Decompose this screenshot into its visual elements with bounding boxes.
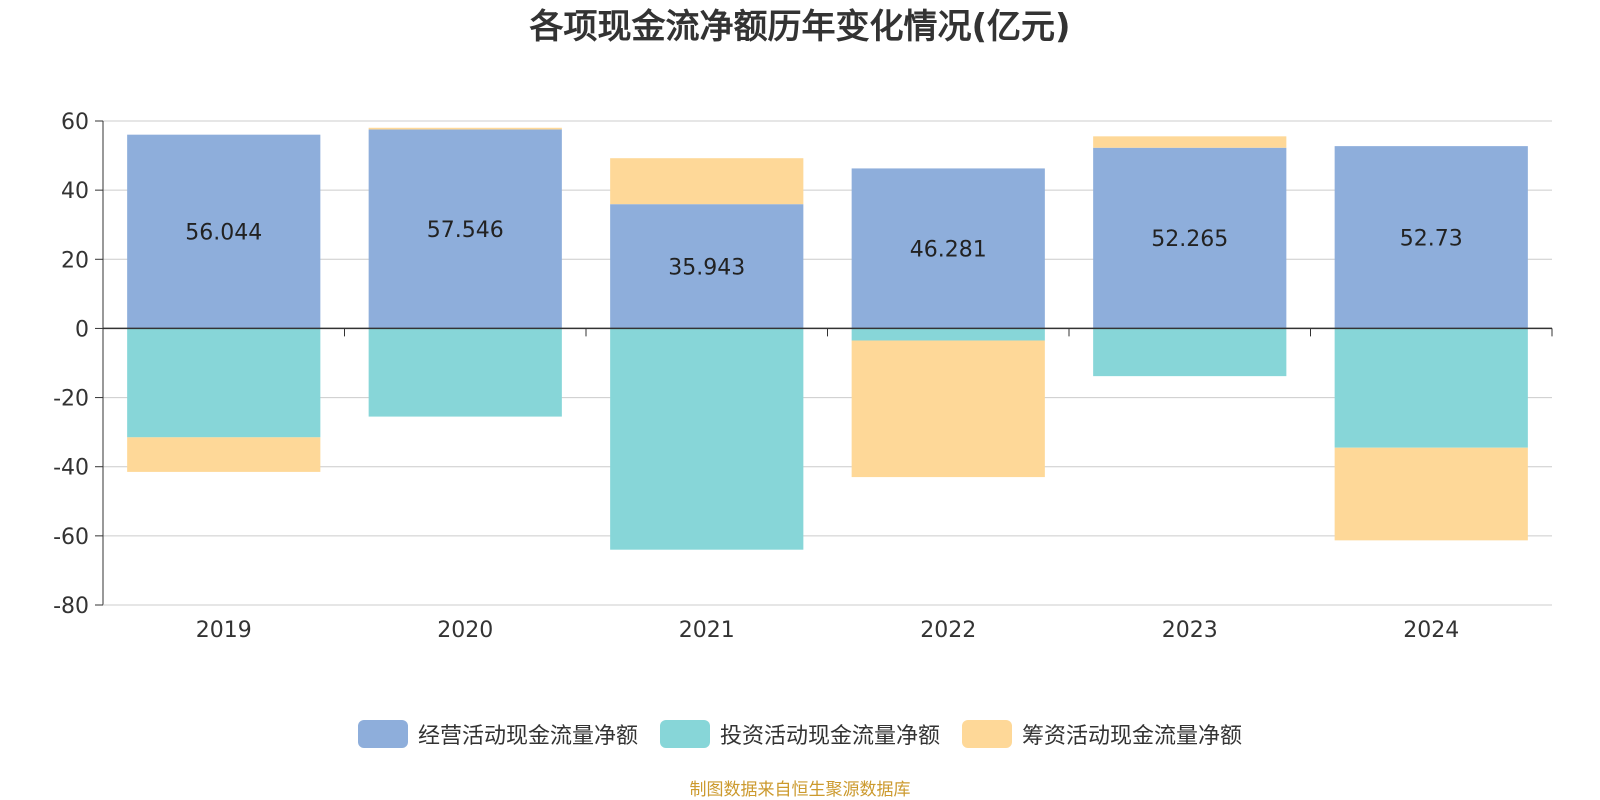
data-label: 46.281 — [910, 237, 987, 262]
bar-segment — [610, 328, 804, 550]
bar-segment — [1093, 147, 1287, 329]
x-tick-label: 2020 — [437, 618, 493, 643]
legend-item[interactable]: 投资活动现金流量净额 — [659, 718, 940, 750]
bar-segment — [610, 158, 804, 205]
legend-item[interactable]: 筹资活动现金流量净额 — [962, 718, 1242, 750]
bar-segment — [1334, 328, 1528, 448]
legend: 经营活动现金流量净额 投资活动现金流量净额 筹资活动现金流量净额 — [0, 718, 1600, 750]
source-note: 制图数据来自恒生聚源数据库 — [689, 780, 911, 800]
bar-segment — [368, 127, 562, 130]
legend-swatch — [659, 720, 710, 748]
data-label: 56.044 — [185, 221, 262, 246]
bar-segment — [127, 437, 321, 472]
y-tick-label: 60 — [61, 110, 89, 135]
y-tick-label: -40 — [53, 456, 89, 481]
bar-segment — [851, 168, 1045, 329]
x-tick-label: 2021 — [679, 618, 735, 643]
legend-label: 投资活动现金流量净额 — [719, 724, 940, 749]
bar-segment — [1093, 328, 1287, 377]
bar-segment — [610, 204, 804, 329]
data-label: 52.265 — [1151, 227, 1228, 252]
bar-segment — [127, 134, 321, 329]
bar-segment — [368, 328, 562, 417]
bars — [127, 127, 1528, 550]
y-tick-label: 40 — [61, 179, 89, 204]
data-labels: 56.044 57.546 35.943 46.281 52.265 52.73 — [185, 218, 1462, 280]
bar-segment — [1334, 447, 1528, 541]
bar-segment — [1093, 136, 1287, 148]
bar-segment — [1334, 146, 1528, 329]
y-tick-label: -80 — [53, 594, 89, 619]
x-tick-label: 2019 — [196, 618, 252, 643]
data-label: 35.943 — [668, 255, 745, 280]
legend-item[interactable]: 经营活动现金流量净额 — [357, 718, 638, 750]
x-tick-label: 2024 — [1403, 618, 1459, 643]
chart-title: 各项现金流净额历年变化情况(亿元) — [529, 7, 1071, 47]
y-tick-label: 20 — [61, 248, 89, 273]
data-label: 57.546 — [427, 218, 504, 243]
x-tick-label: 2023 — [1162, 618, 1218, 643]
data-label: 52.73 — [1400, 226, 1463, 251]
bar-segment — [851, 340, 1045, 478]
legend-swatch — [357, 720, 408, 748]
axes: 60 40 20 0 -20 -40 -60 -80 2019 2020 2021 2022 2023 2… — [53, 110, 1553, 643]
bar-segment — [851, 328, 1045, 341]
legend-swatch — [962, 720, 1012, 748]
x-tick-label: 2022 — [920, 618, 976, 643]
bar-segment — [127, 328, 321, 438]
legend-label: 经营活动现金流量净额 — [417, 724, 638, 749]
y-tick-label: 0 — [75, 317, 89, 342]
y-tick-label: -20 — [53, 387, 89, 412]
bar-segment — [368, 129, 562, 329]
legend-label: 筹资活动现金流量净额 — [1022, 724, 1243, 749]
y-tick-label: -60 — [53, 525, 89, 550]
